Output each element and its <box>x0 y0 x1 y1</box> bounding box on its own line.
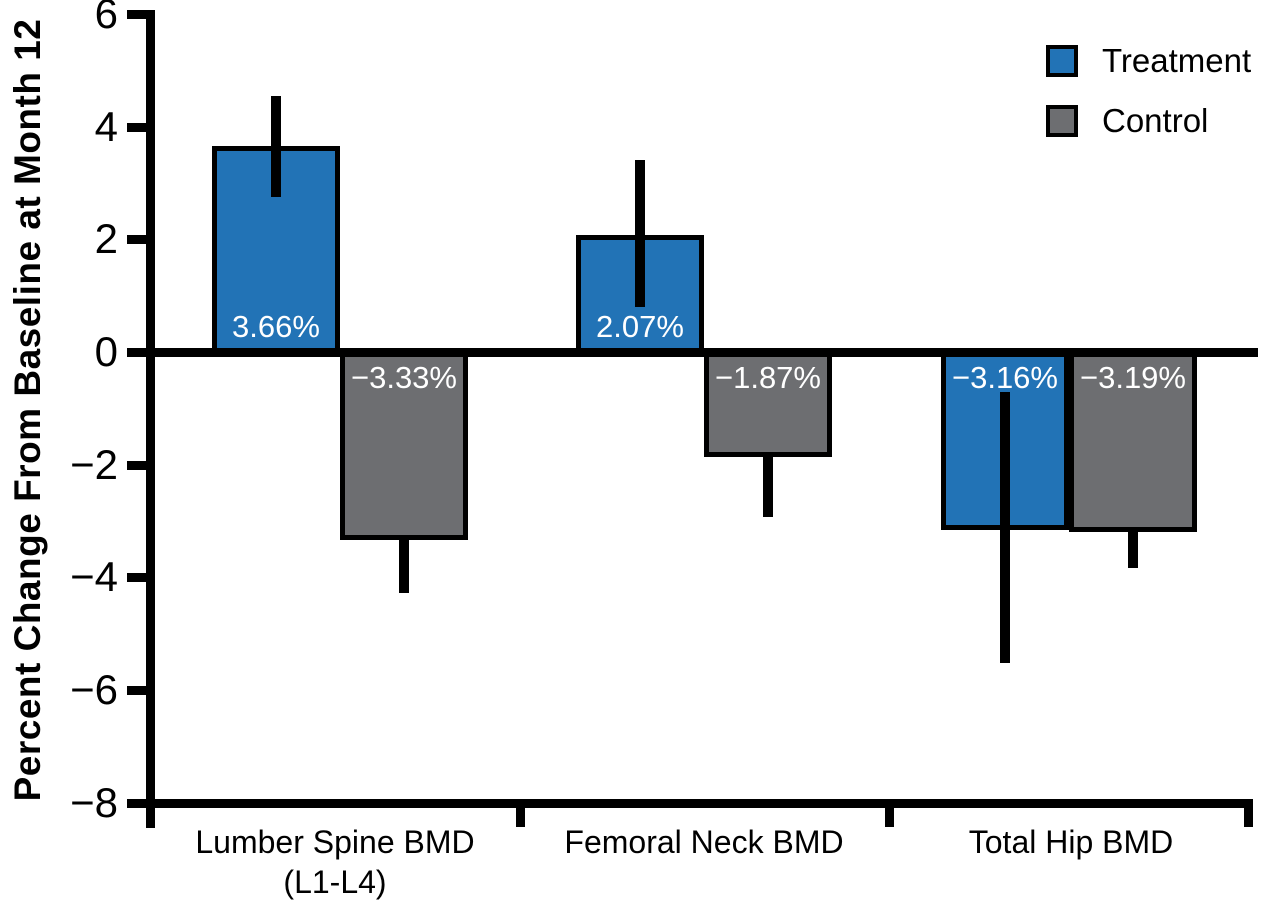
legend-label-control: Control <box>1102 101 1209 139</box>
y-tick-label: −4 <box>70 553 118 601</box>
x-category-label-group2: Total Hip BMD <box>968 824 1174 860</box>
y-tick <box>127 686 147 696</box>
y-tick-label: 4 <box>94 102 118 150</box>
bar-value-label-treatment-group0: 3.66% <box>232 309 320 344</box>
y-tick <box>127 9 147 19</box>
y-tick-label: −2 <box>70 440 118 488</box>
error-bar-treatment-group0 <box>271 95 281 197</box>
x-category-label-group1: Femoral Neck BMD <box>564 824 844 860</box>
y-tick-label: 0 <box>94 328 118 375</box>
y-tick <box>127 798 147 808</box>
y-tick <box>127 348 147 357</box>
y-tick-label: −6 <box>70 666 118 714</box>
y-tick <box>127 122 147 132</box>
error-bar-treatment-group1 <box>635 159 645 307</box>
legend-label-treatment: Treatment <box>1102 41 1252 79</box>
x-axis-tick <box>516 799 525 827</box>
x-axis-end-tick <box>1244 799 1253 827</box>
x-axis-line <box>146 799 1253 808</box>
y-tick <box>127 573 147 583</box>
bar-value-label-treatment-group1: 2.07% <box>596 309 684 344</box>
y-tick-label: 6 <box>94 0 118 37</box>
legend: Treatment Control <box>1046 41 1252 164</box>
x-category-label-group0: Lumber Spine BMD (L1-L4) <box>195 824 475 900</box>
error-bar-control-group1 <box>763 457 773 518</box>
error-bar-control-group0 <box>399 539 409 594</box>
bar-control-group2 <box>1069 351 1197 532</box>
error-bar-control-group2 <box>1128 531 1138 569</box>
zero-line <box>146 348 1258 357</box>
bar-value-label-control-group2: −3.19% <box>1079 360 1186 395</box>
legend-item-treatment: Treatment <box>1046 41 1252 79</box>
legend-item-control: Control <box>1046 101 1251 139</box>
legend-swatch-control <box>1046 104 1078 137</box>
bar-value-label-control-group1: −1.87% <box>714 360 821 395</box>
x-axis-tick <box>885 799 894 827</box>
y-axis-spine <box>146 10 155 828</box>
y-tick-label: 2 <box>94 215 118 263</box>
y-tick <box>127 460 147 470</box>
legend-swatch-treatment <box>1046 44 1078 77</box>
bar-value-label-control-group0: −3.33% <box>350 360 457 395</box>
bar-value-label-treatment-group2: −3.16% <box>951 360 1058 395</box>
y-tick-label: −8 <box>70 778 118 826</box>
error-bar-treatment-group2 <box>1000 392 1010 663</box>
y-tick <box>127 235 147 245</box>
